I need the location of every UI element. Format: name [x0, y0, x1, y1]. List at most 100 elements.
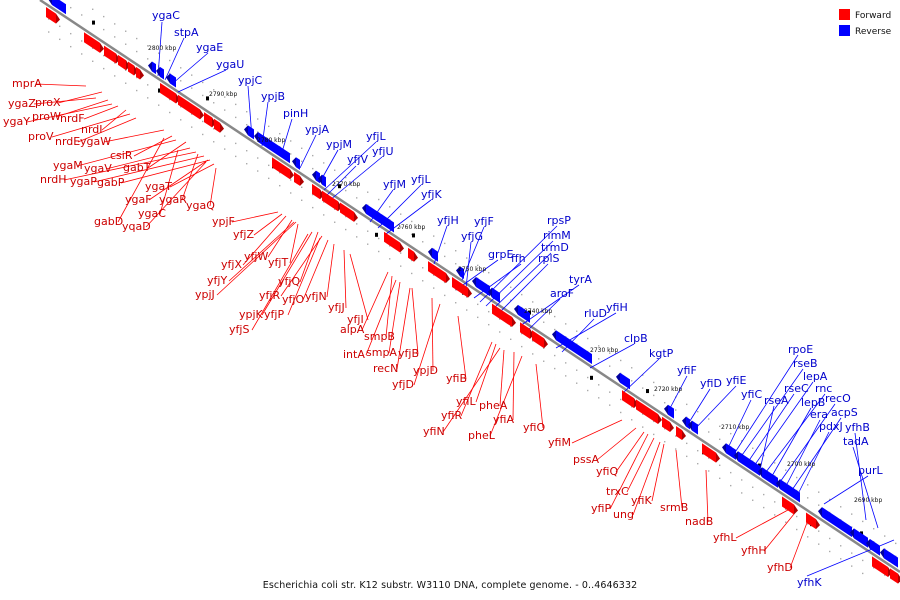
gene-label-reverse[interactable]: yfiH — [606, 301, 628, 314]
gene-label-reverse[interactable]: kgtP — [649, 347, 674, 360]
gene-label-reverse[interactable]: ffh — [511, 252, 526, 265]
gene-label-forward[interactable]: yfjB — [398, 347, 419, 360]
gene-label-forward[interactable]: yfjO — [282, 293, 304, 306]
gene-label-forward[interactable]: ygaT — [145, 180, 172, 193]
gene-label-forward[interactable]: yfjD — [392, 378, 414, 391]
gene-label-reverse[interactable]: yfjH — [437, 214, 459, 227]
gene-label-forward[interactable]: yfhD — [767, 561, 793, 574]
gene-label-reverse[interactable]: yfiD — [700, 377, 722, 390]
gene-label-forward[interactable]: ygaW — [80, 135, 111, 148]
gene-label-reverse[interactable]: tadA — [843, 435, 869, 448]
gene-label-reverse[interactable]: ygaE — [196, 41, 223, 54]
gene-label-reverse[interactable]: grpE — [488, 248, 513, 261]
gene-label-forward[interactable]: yfiL — [456, 395, 476, 408]
gene-label-forward[interactable]: ygaC — [138, 207, 166, 220]
gene-label-reverse[interactable]: acpS — [831, 406, 858, 419]
gene-label-forward[interactable]: yfiR — [441, 409, 462, 422]
gene-label-reverse[interactable]: yfiC — [741, 388, 762, 401]
gene-label-reverse[interactable]: rseC — [784, 382, 809, 395]
gene-label-forward[interactable]: yfiK — [631, 494, 652, 507]
gene-label-forward[interactable]: yfiP — [591, 502, 611, 515]
gene-label-reverse[interactable]: recO — [825, 392, 851, 405]
gene-label-forward[interactable]: smpB — [364, 330, 395, 343]
gene-label-forward[interactable]: recN — [373, 362, 398, 375]
gene-label-reverse[interactable]: lepA — [803, 370, 828, 383]
gene-label-forward[interactable]: intA — [343, 348, 365, 361]
gene-label-reverse[interactable]: era — [810, 408, 828, 421]
gene-label-forward[interactable]: yqaD — [122, 220, 151, 233]
gene-label-forward[interactable]: proW — [32, 110, 61, 123]
gene-label-forward[interactable]: alpA — [340, 323, 365, 336]
gene-label-forward[interactable]: yfiB — [446, 372, 467, 385]
gene-label-forward[interactable]: yfjZ — [233, 228, 254, 241]
gene-label-forward[interactable]: yfjR — [259, 289, 280, 302]
gene-label-forward[interactable]: ypjD — [413, 364, 438, 377]
gene-label-forward[interactable]: pheA — [479, 399, 508, 412]
gene-label-forward[interactable]: ung — [613, 508, 634, 521]
gene-label-forward[interactable]: yfjI — [347, 313, 364, 326]
gene-label-reverse[interactable]: ygaU — [216, 58, 244, 71]
gene-label-forward[interactable]: yfjW — [244, 250, 268, 263]
gene-label-forward[interactable]: yfjN — [305, 290, 327, 303]
gene-label-forward[interactable]: pheL — [468, 429, 496, 442]
gene-label-forward[interactable]: gabT — [123, 161, 151, 174]
gene-label-forward[interactable]: yfhL — [713, 531, 737, 544]
gene-label-reverse[interactable]: ypjB — [261, 90, 285, 103]
gene-label-forward[interactable]: ygaQ — [186, 199, 215, 212]
gene-label-reverse[interactable]: lepB — [801, 396, 825, 409]
gene-label-forward[interactable]: gabP — [97, 176, 125, 189]
gene-label-reverse[interactable]: pinH — [283, 107, 308, 120]
gene-label-forward[interactable]: yfjS — [229, 323, 249, 336]
gene-label-forward[interactable]: proV — [28, 130, 54, 143]
gene-label-forward[interactable]: yfiN — [423, 425, 445, 438]
gene-label-forward[interactable]: yfiA — [493, 413, 514, 426]
gene-label-reverse[interactable]: yfiE — [726, 374, 746, 387]
gene-label-forward[interactable]: ygaM — [53, 159, 83, 172]
gene-label-forward[interactable]: yfiM — [548, 436, 571, 449]
gene-label-forward[interactable]: yfjJ — [328, 301, 345, 314]
gene-label-forward[interactable]: yfjY — [207, 274, 227, 287]
gene-label-forward[interactable]: pssA — [573, 453, 599, 466]
gene-label-forward[interactable]: nadB — [685, 515, 713, 528]
gene-label-reverse[interactable]: pdxJ — [819, 420, 843, 433]
gene-label-forward[interactable]: ygaY — [3, 115, 30, 128]
gene-label-forward[interactable]: yfjX — [221, 258, 242, 271]
gene-label-forward[interactable]: csiR — [110, 149, 133, 162]
gene-label-forward[interactable]: nrdH — [40, 173, 67, 186]
gene-label-forward[interactable]: srmB — [660, 501, 688, 514]
gene-label-reverse[interactable]: yfjG — [461, 230, 483, 243]
gene-label-forward[interactable]: yfjT — [268, 256, 288, 269]
gene-label-reverse[interactable]: ypjC — [238, 74, 263, 87]
gene-label-forward[interactable]: yfiO — [523, 421, 545, 434]
gene-label-forward[interactable]: trxC — [606, 485, 629, 498]
gene-label-reverse[interactable]: rseB — [793, 357, 818, 370]
gene-label-reverse[interactable]: trmD — [541, 241, 569, 254]
gene-label-reverse[interactable]: ygaC — [152, 9, 180, 22]
gene-label-reverse[interactable]: yfjM — [383, 178, 406, 191]
gene-label-reverse[interactable]: yfjL — [411, 173, 431, 186]
gene-label-forward[interactable]: nrdE — [55, 135, 80, 148]
gene-label-forward[interactable]: gabD — [94, 215, 123, 228]
gene-label-reverse[interactable]: clpB — [624, 332, 648, 345]
gene-label-reverse[interactable]: yfjL — [366, 130, 386, 143]
gene-label-forward[interactable]: ypjJ — [195, 288, 215, 301]
gene-label-reverse[interactable]: yfhB — [845, 421, 870, 434]
gene-label-forward[interactable]: yfjQ — [278, 275, 300, 288]
gene-label-reverse[interactable]: yfjU — [372, 145, 394, 158]
gene-label-reverse[interactable]: rimM — [543, 229, 571, 242]
gene-label-forward[interactable]: mprA — [12, 77, 42, 90]
gene-label-reverse[interactable]: yfjF — [474, 215, 494, 228]
gene-label-forward[interactable]: ygaZ — [8, 97, 36, 110]
gene-label-forward[interactable]: proX — [35, 96, 61, 109]
gene-label-reverse[interactable]: yfiF — [677, 364, 697, 377]
gene-label-forward[interactable]: ygaF — [125, 193, 152, 206]
gene-label-reverse[interactable]: rseA — [764, 394, 789, 407]
gene-label-reverse[interactable]: tyrA — [569, 273, 592, 286]
gene-label-reverse[interactable]: purL — [858, 464, 883, 477]
gene-label-reverse[interactable]: rpsP — [547, 214, 571, 227]
gene-label-forward[interactable]: nrdF — [60, 112, 85, 125]
gene-label-reverse[interactable]: rluD — [584, 307, 607, 320]
gene-label-forward[interactable]: ygaR — [159, 193, 187, 206]
gene-label-reverse[interactable]: ypjM — [326, 138, 352, 151]
gene-label-forward[interactable]: nrdI — [81, 123, 103, 136]
